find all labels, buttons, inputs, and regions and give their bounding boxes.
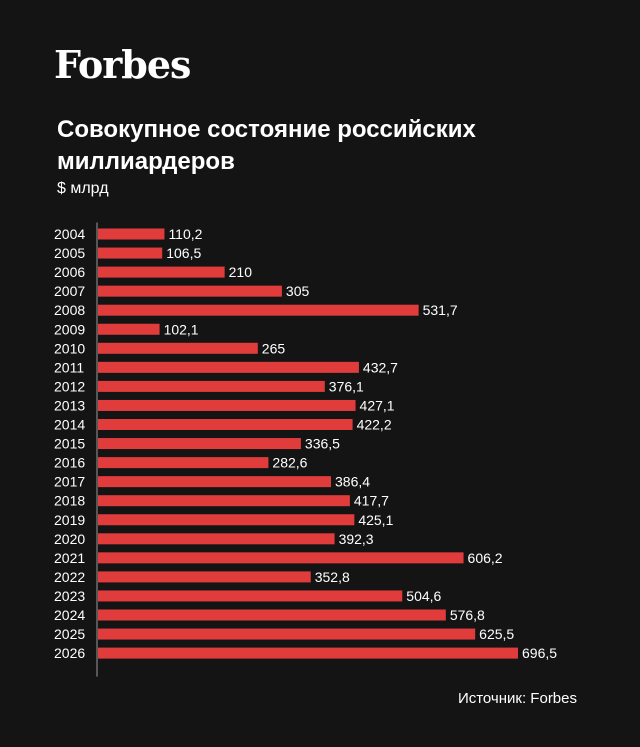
bar-2006 [98, 266, 225, 278]
bar-2022 [98, 571, 311, 583]
bar-2018 [98, 495, 350, 507]
data-label-2023: 504,6 [406, 588, 441, 604]
tick-label-2019: 2019 [54, 512, 85, 528]
tick-label-2013: 2013 [54, 397, 85, 413]
data-label-2021: 606,2 [468, 550, 503, 566]
bar-2013 [98, 399, 356, 411]
data-label-2008: 531,7 [423, 302, 458, 318]
data-label-2006: 210 [229, 264, 253, 280]
tick-label-2021: 2021 [54, 550, 85, 566]
bar-2017 [98, 476, 332, 488]
source-note: Источник: Forbes [457, 690, 577, 707]
forbes-logo: Forbes [54, 42, 191, 87]
tick-label-2020: 2020 [54, 531, 85, 547]
data-label-2014: 422,2 [357, 417, 392, 433]
chart-title: Совокупное состояние российских миллиард… [57, 116, 476, 175]
tick-label-2008: 2008 [54, 302, 85, 318]
data-label-2005: 106,5 [166, 245, 201, 261]
bar-2014 [98, 419, 353, 430]
tick-label-2024: 2024 [54, 607, 85, 623]
data-label-2013: 427,1 [360, 397, 395, 413]
bar-2021 [98, 552, 464, 564]
bar-2004 [98, 228, 165, 240]
bar-2020 [98, 533, 335, 545]
bar-2009 [98, 323, 160, 335]
tick-label-2026: 2026 [54, 645, 85, 661]
data-label-2017: 386,4 [335, 474, 370, 490]
bar-2008 [98, 304, 419, 316]
bar-2019 [98, 514, 355, 526]
data-label-2007: 305 [286, 283, 310, 299]
tick-label-2017: 2017 [54, 474, 85, 490]
tick-label-2005: 2005 [54, 245, 85, 261]
tick-label-2009: 2009 [54, 321, 85, 337]
tick-label-2014: 2014 [54, 417, 85, 433]
data-label-2025: 625,5 [479, 626, 514, 642]
data-label-2011: 432,7 [363, 359, 398, 375]
data-label-2012: 376,1 [329, 378, 364, 394]
tick-label-2023: 2023 [54, 588, 85, 604]
bar-2016 [98, 457, 269, 469]
bar-2023 [98, 590, 403, 602]
bar-2012 [98, 380, 325, 392]
data-label-2019: 425,1 [358, 512, 393, 528]
tick-label-2010: 2010 [54, 340, 85, 356]
tick-label-2015: 2015 [54, 436, 85, 452]
data-label-2010: 265 [262, 340, 286, 356]
bar-2010 [98, 342, 258, 354]
bar-2007 [98, 285, 282, 297]
bar-2015 [98, 438, 301, 450]
data-label-2004: 110,2 [168, 226, 202, 242]
bar-2025 [98, 628, 476, 640]
tick-label-2016: 2016 [54, 455, 85, 471]
data-label-2026: 696,5 [522, 645, 557, 661]
bar-2026 [98, 647, 518, 659]
tick-label-2025: 2025 [54, 626, 85, 642]
data-label-2009: 102,1 [164, 321, 199, 337]
data-label-2016: 282,6 [272, 455, 307, 471]
tick-label-2018: 2018 [54, 493, 85, 509]
tick-label-2022: 2022 [54, 569, 85, 585]
bar-2011 [98, 361, 359, 373]
tick-label-2011: 2011 [54, 359, 84, 375]
unit-label: $ млрд [57, 180, 109, 197]
data-label-2020: 392,3 [339, 531, 374, 547]
tick-label-2004: 2004 [54, 226, 85, 242]
data-label-2022: 352,8 [315, 569, 350, 585]
bar-2005 [98, 247, 163, 259]
tick-label-2007: 2007 [54, 283, 85, 299]
data-label-2018: 417,7 [354, 493, 389, 509]
data-label-2015: 336,5 [305, 436, 340, 452]
tick-label-2012: 2012 [54, 378, 85, 394]
tick-label-2006: 2006 [54, 264, 85, 280]
bar-2024 [98, 609, 446, 621]
data-label-2024: 576,8 [450, 607, 485, 623]
